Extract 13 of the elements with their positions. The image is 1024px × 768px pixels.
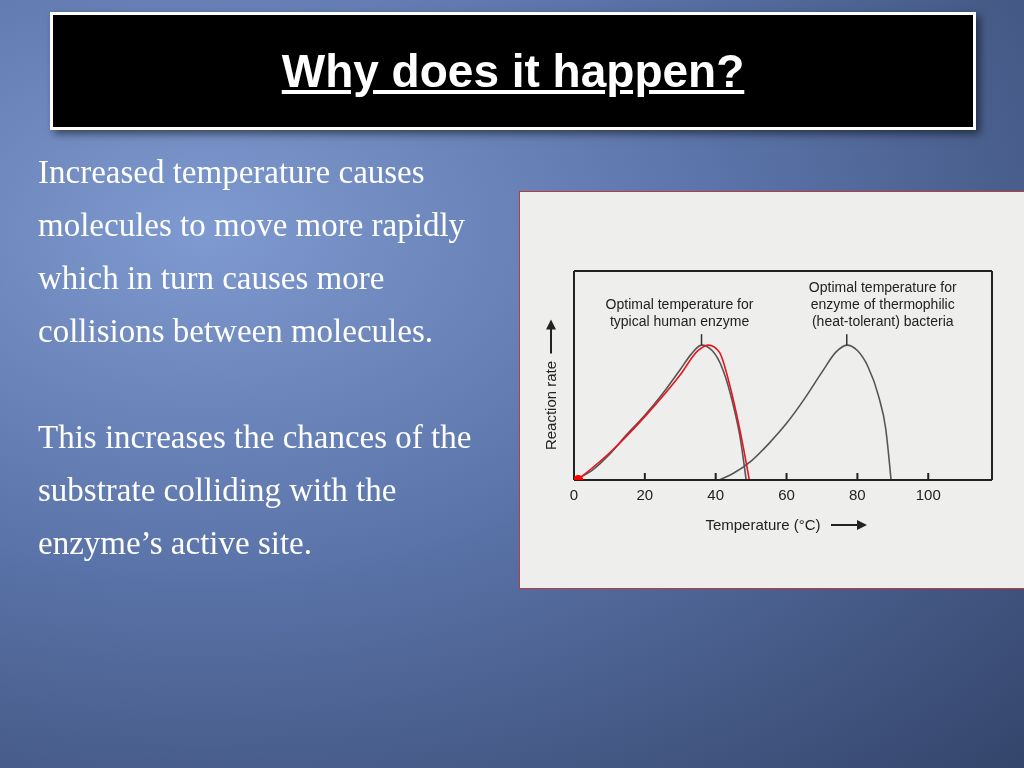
x-tick-label: 80 [849, 485, 866, 503]
annotation: Optimal temperature for enzyme of thermophilic (heat-tolerant) bacteria [808, 279, 958, 330]
annotation: Optimal temperature for typical human enzyme [605, 296, 754, 330]
x-tick-label: 40 [707, 485, 725, 503]
x-tick-label: 100 [915, 485, 941, 503]
x-axis-title: Temperature (°C) [705, 516, 821, 533]
x-tick-label: 60 [778, 485, 795, 503]
chart-title: Why does it happen? [281, 44, 745, 98]
x-tick-label: 20 [636, 485, 654, 503]
text: Increased temperature causes molecules to move more rapidly which in turn causes more collisions between molecules. [38, 153, 467, 351]
x-tick-label: 0 [569, 485, 579, 503]
y-axis-title: Reaction rate [542, 360, 559, 451]
text: This increases the chances of the substrate colliding with the enzyme’s active site. [38, 418, 473, 563]
